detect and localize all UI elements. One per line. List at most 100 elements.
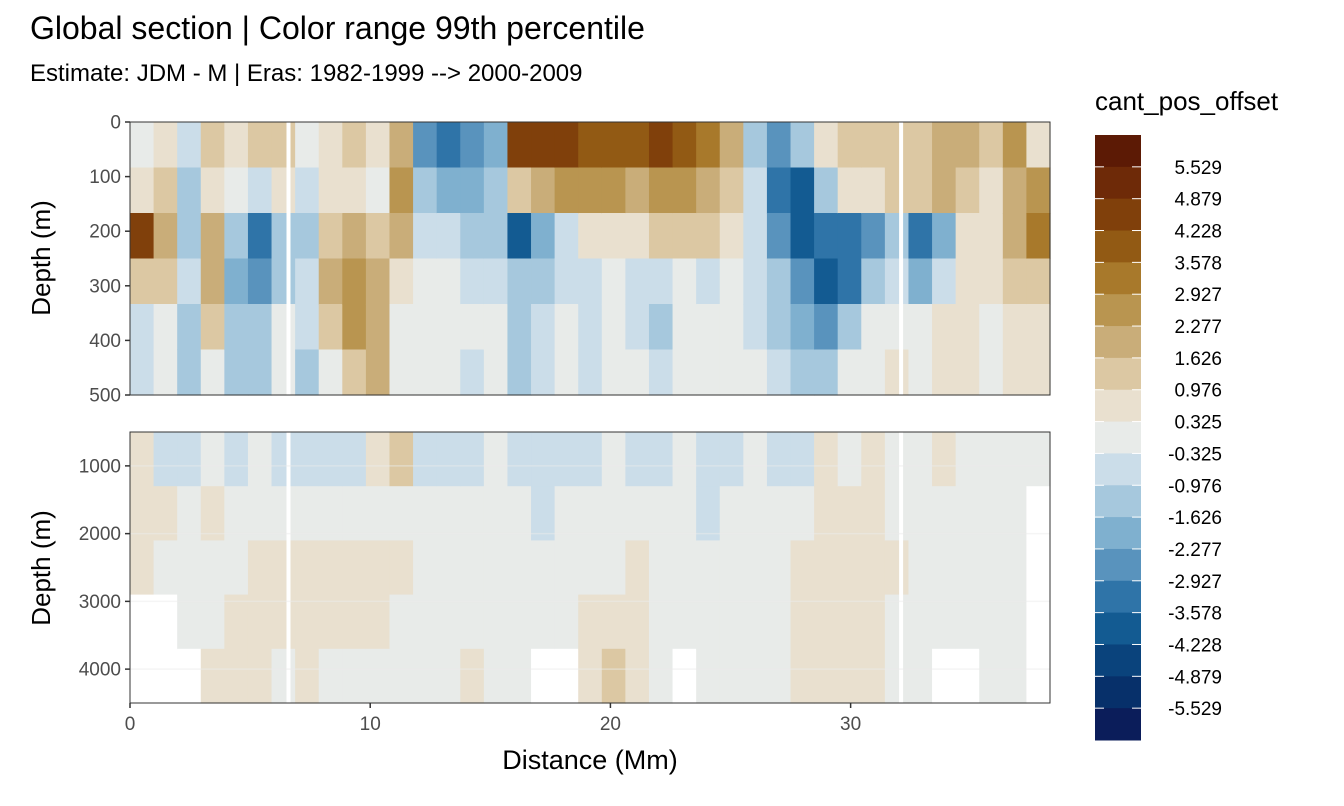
heatmap-cell [365,167,391,214]
heatmap-cell [908,122,933,169]
heatmap-cell [1026,304,1051,351]
heatmap-cell [861,213,886,260]
heatmap-cell [389,213,414,260]
heatmap-cell [884,486,910,541]
heatmap-cell [295,486,320,541]
heatmap-cell [814,304,839,351]
heatmap-cell [1002,432,1028,487]
y-tick-label: 400 [89,331,121,352]
heatmap-cell [483,258,509,305]
heatmap-cell [130,213,155,260]
legend-swatch [1095,644,1141,677]
heatmap-cell [460,349,485,396]
heatmap-cell [436,304,461,351]
heatmap-cell [483,122,509,169]
legend-swatch [1095,262,1141,295]
heatmap-cell [696,594,721,650]
heatmap-cell [932,486,957,541]
heatmap-cell [200,648,225,704]
heatmap-cell [932,167,957,214]
heatmap-cell [861,594,886,650]
heatmap-cell [247,648,273,704]
heatmap-cell [389,304,414,351]
heatmap-cell [790,432,815,487]
heatmap-cell [1026,432,1051,487]
x-axis-label: Distance (Mm) [502,745,678,775]
heatmap-cell [554,432,579,487]
heatmap-cell [295,648,320,704]
heatmap-cell [979,486,1004,541]
heatmap-cell [790,258,815,305]
heatmap-cell [247,540,273,596]
heatmap-cell [908,349,933,396]
heatmap-cell [884,349,910,396]
heatmap-cell [271,349,296,396]
legend-label: -4.228 [1168,635,1222,656]
heatmap-cell [153,213,178,260]
heatmap-cell [884,213,910,260]
heatmap-cell [979,432,1004,487]
x-axis: 0 10 20 30 [125,703,861,735]
x-tick-label: 20 [600,714,621,735]
heatmap-cell [365,258,391,305]
heatmap-cell [814,432,839,487]
heatmap-cell [955,213,980,260]
heatmap-cell [531,213,556,260]
legend-label: -0.325 [1168,444,1222,465]
heatmap-cell [153,167,178,214]
heatmap-cell [247,486,273,541]
heatmap-cell [1026,213,1051,260]
legend-colorbar [1095,135,1141,741]
heatmap-cell [1002,486,1028,541]
upper-panel-frame [129,121,1051,396]
heatmap-cell [295,540,320,596]
heatmap-cell [932,213,957,260]
legend-swatch [1095,676,1141,709]
heatmap-cell [460,213,485,260]
heatmap-cell [790,167,815,214]
heatmap-cell [884,304,910,351]
lower-panel-frame [129,431,1051,704]
heatmap-cell [578,304,603,351]
heatmap-cell [578,213,603,260]
heatmap-cell [507,349,532,396]
heatmap-cell [979,122,1004,169]
heatmap-cell [743,648,768,704]
heatmap-cell [531,304,556,351]
upper-heatmap [130,122,1051,396]
heatmap-cell [908,304,933,351]
heatmap-cell [696,167,721,214]
lower-heatmap [130,432,1051,704]
heatmap-cell [483,648,509,704]
heatmap-cell [1026,258,1051,305]
heatmap-cell [578,258,603,305]
heatmap-cell [766,432,792,487]
heatmap-cell [554,213,579,260]
legend-swatch [1095,517,1141,550]
heatmap-cell [436,594,461,650]
heatmap-cell [436,167,461,214]
heatmap-cell [224,540,249,596]
heatmap-cell [460,486,485,541]
legend-label: -2.277 [1168,540,1222,561]
legend-swatch [1095,708,1141,741]
legend-swatch [1095,198,1141,232]
heatmap-cell [672,432,697,487]
upper-y-axis: 0 100 200 300 400 500 [89,113,130,407]
heatmap-cell [1002,648,1028,704]
heatmap-cell [672,167,697,214]
heatmap-cell [837,167,862,214]
heatmap-cell [955,349,980,396]
heatmap-cell [531,349,556,396]
heatmap-cell [743,213,768,260]
heatmap-cell [814,540,839,596]
y-tick-label: 500 [89,386,121,407]
heatmap-cell [908,258,933,305]
heatmap-cell [837,304,862,351]
heatmap-cell [247,258,273,305]
heatmap-cell [271,648,296,704]
heatmap-cell [365,594,391,650]
heatmap-cell [177,122,202,169]
heatmap-cell [1002,122,1028,169]
heatmap-cell [884,432,910,487]
